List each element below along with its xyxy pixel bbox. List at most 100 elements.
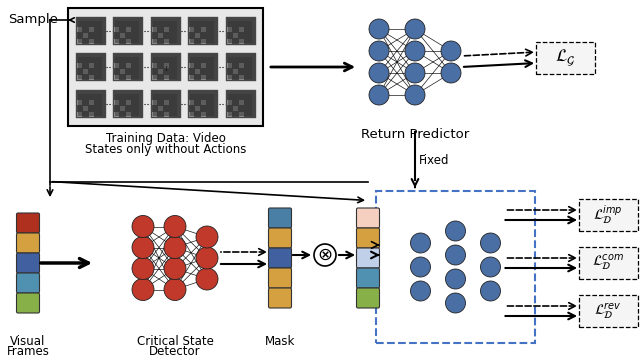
Text: Visual: Visual <box>10 335 45 348</box>
Bar <box>227 111 232 117</box>
Circle shape <box>405 85 425 105</box>
Bar <box>232 69 237 74</box>
Circle shape <box>445 245 465 265</box>
Bar <box>68 8 263 126</box>
Bar <box>201 38 206 43</box>
Bar <box>163 100 168 105</box>
Bar <box>113 53 143 81</box>
Bar <box>195 69 200 74</box>
Bar <box>239 38 243 43</box>
Bar <box>188 89 218 118</box>
Bar <box>126 111 131 117</box>
Bar <box>152 93 177 115</box>
Circle shape <box>405 41 425 61</box>
Bar <box>239 26 243 31</box>
Circle shape <box>164 236 186 258</box>
FancyBboxPatch shape <box>536 42 595 74</box>
Bar <box>189 63 194 68</box>
Circle shape <box>481 257 500 277</box>
Circle shape <box>132 215 154 237</box>
Bar <box>120 69 125 74</box>
Bar <box>189 75 194 80</box>
Bar <box>77 100 81 105</box>
FancyBboxPatch shape <box>269 208 291 228</box>
Bar <box>76 89 106 118</box>
Text: Detector: Detector <box>149 345 201 358</box>
Text: Training Data: Video: Training Data: Video <box>106 132 225 145</box>
Bar <box>157 105 163 110</box>
Circle shape <box>132 278 154 300</box>
FancyBboxPatch shape <box>17 273 40 293</box>
Bar <box>83 33 88 38</box>
Bar <box>227 57 252 79</box>
FancyBboxPatch shape <box>579 295 637 327</box>
Bar <box>88 100 93 105</box>
Bar <box>189 38 194 43</box>
Text: Frames: Frames <box>6 345 49 358</box>
Circle shape <box>314 244 336 266</box>
Bar <box>232 105 237 110</box>
Circle shape <box>405 63 425 83</box>
Text: $\mathcal{L}_\mathcal{D}^{com}$: $\mathcal{L}_\mathcal{D}^{com}$ <box>592 253 624 273</box>
FancyBboxPatch shape <box>269 228 291 248</box>
Bar <box>88 63 93 68</box>
Text: States only without Actions: States only without Actions <box>85 143 246 156</box>
Circle shape <box>164 278 186 300</box>
Bar <box>163 26 168 31</box>
Circle shape <box>196 226 218 248</box>
Circle shape <box>441 41 461 61</box>
Bar <box>227 63 232 68</box>
Bar <box>195 105 200 110</box>
FancyBboxPatch shape <box>579 199 637 231</box>
FancyBboxPatch shape <box>356 248 380 268</box>
Bar <box>189 26 194 31</box>
Bar <box>88 38 93 43</box>
Bar <box>150 17 180 45</box>
Circle shape <box>369 19 389 39</box>
Circle shape <box>481 233 500 253</box>
Bar <box>227 93 252 115</box>
Text: Sample: Sample <box>8 13 58 26</box>
FancyBboxPatch shape <box>17 213 40 233</box>
Bar <box>227 75 232 80</box>
Circle shape <box>164 257 186 279</box>
Bar <box>188 17 218 45</box>
Bar <box>152 26 157 31</box>
Bar <box>163 111 168 117</box>
Bar <box>152 100 157 105</box>
Bar <box>163 75 168 80</box>
Circle shape <box>369 85 389 105</box>
Circle shape <box>445 269 465 289</box>
FancyBboxPatch shape <box>269 268 291 288</box>
Circle shape <box>445 293 465 313</box>
FancyBboxPatch shape <box>356 268 380 288</box>
Bar <box>225 89 255 118</box>
FancyBboxPatch shape <box>17 253 40 273</box>
Circle shape <box>132 257 154 279</box>
Bar <box>189 111 194 117</box>
Circle shape <box>369 63 389 83</box>
Bar <box>189 100 194 105</box>
Bar <box>152 21 177 42</box>
Bar <box>126 100 131 105</box>
FancyBboxPatch shape <box>356 228 380 248</box>
Bar <box>227 26 232 31</box>
Bar <box>115 93 139 115</box>
Bar <box>190 21 214 42</box>
Circle shape <box>410 281 431 301</box>
FancyBboxPatch shape <box>579 247 637 279</box>
Bar <box>77 93 102 115</box>
Bar <box>120 33 125 38</box>
Circle shape <box>481 281 500 301</box>
Circle shape <box>164 215 186 237</box>
Bar <box>113 17 143 45</box>
Circle shape <box>132 236 154 258</box>
Bar <box>163 38 168 43</box>
Bar <box>150 53 180 81</box>
Circle shape <box>445 221 465 241</box>
Bar <box>239 63 243 68</box>
Bar <box>201 111 206 117</box>
FancyBboxPatch shape <box>17 233 40 253</box>
Bar <box>188 53 218 81</box>
Bar <box>227 21 252 42</box>
